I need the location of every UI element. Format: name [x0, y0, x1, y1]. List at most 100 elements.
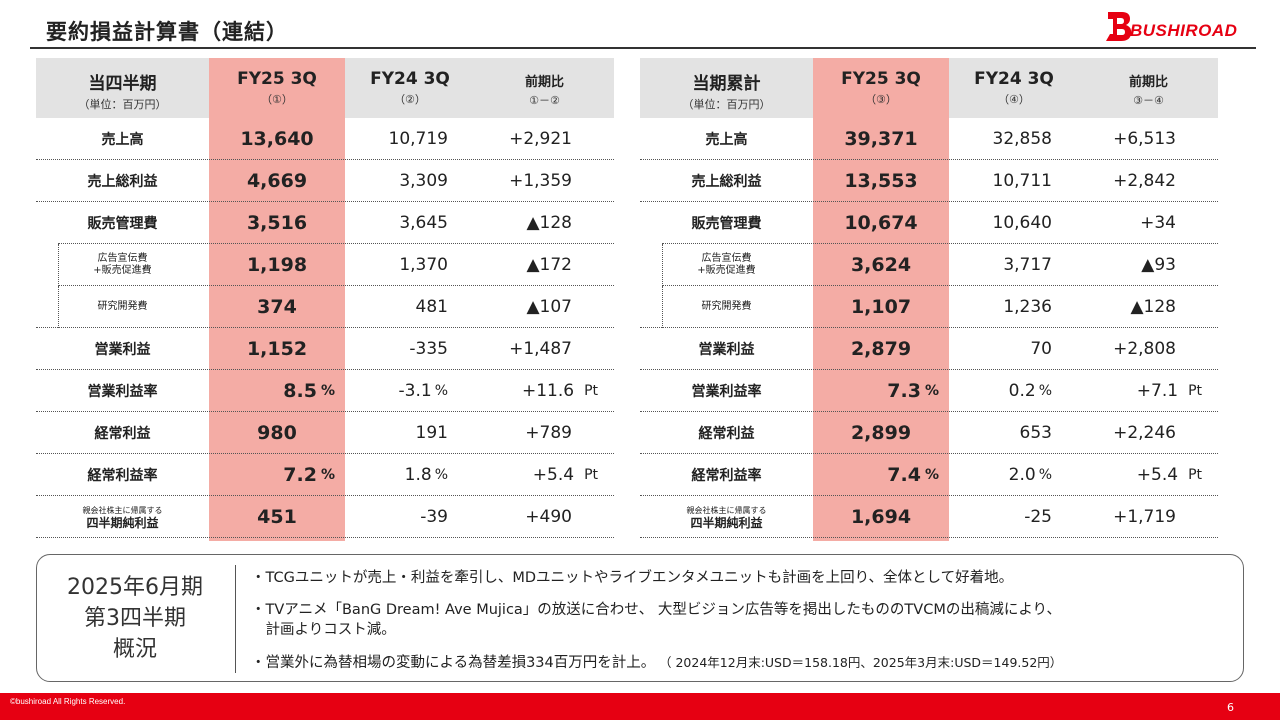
previous-value: 653 — [1019, 423, 1052, 443]
sub-item-border — [58, 244, 59, 286]
sub-item-border — [58, 286, 59, 328]
row-label: 研究開発費 — [97, 301, 148, 312]
header-unit: （単位：百万円） — [78, 98, 167, 111]
row-divider — [36, 327, 614, 328]
diff-value: ▲128 — [526, 213, 572, 233]
table-row: 経常利益 980 191 +789 — [36, 412, 614, 454]
previous-value: 3,717 — [1003, 255, 1052, 275]
header-unit: （単位：百万円） — [682, 98, 771, 111]
table-row: 営業利益率 8.5% -3.1% +11.6 Pt — [36, 370, 614, 412]
row-divider — [640, 201, 1218, 202]
row-label-line: +販売促進費 — [697, 265, 756, 276]
table-row: 営業利益 2,879 70 +2,808 — [640, 328, 1218, 370]
row-label-line: 広告宣伝費 — [701, 253, 752, 264]
current-number: 7.2 — [283, 464, 317, 486]
header-previous-label: FY24 3Q — [974, 69, 1054, 89]
current-value: 7.3% — [813, 370, 949, 412]
row-divider — [640, 537, 1218, 538]
previous-number: 0.2 — [1008, 381, 1036, 401]
diff-value: +2,808 — [1113, 339, 1176, 359]
diff-value: +1,719 — [1113, 507, 1176, 527]
table-row: 広告宣伝費 +販売促進費 1,198 1,370 ▲172 — [36, 244, 614, 286]
diff-value: +2,842 — [1113, 171, 1176, 191]
percent-unit: % — [434, 467, 448, 483]
table-row: 経常利益 2,899 653 +2,246 — [640, 412, 1218, 454]
row-label: 経常利益率 — [87, 468, 158, 484]
current-number: 8.5 — [283, 380, 317, 402]
previous-value: 10,711 — [992, 171, 1052, 191]
summary-title-line: 第3四半期 — [84, 605, 186, 631]
header-label: 当期累計 — [692, 74, 761, 94]
previous-value: 2.0% — [949, 454, 1079, 496]
previous-value: 3,645 — [399, 213, 448, 233]
diff-value: ▲128 — [1130, 297, 1176, 317]
row-label: 経常利益 — [94, 426, 151, 442]
header-current-sub: （①） — [261, 93, 293, 106]
current-value: 1,198 — [246, 254, 308, 276]
row-divider — [36, 159, 614, 160]
page-number: 6 — [1227, 701, 1234, 714]
header-diff: 前期比 ③－④ — [1079, 58, 1218, 118]
current-period-highlight — [813, 58, 949, 541]
row-label-line: +販売促進費 — [93, 265, 152, 276]
current-value: 374 — [257, 296, 297, 318]
summary-title: 2025年6月期 第3四半期 概況 — [37, 555, 233, 681]
diff-value: +490 — [525, 507, 572, 527]
sub-item-border — [662, 244, 663, 286]
diff-value: +34 — [1140, 213, 1176, 233]
percent-unit: % — [320, 467, 335, 483]
header-current: FY25 3Q （①） — [209, 58, 345, 118]
previous-value: 1.8% — [345, 454, 475, 496]
previous-value: -39 — [420, 507, 448, 527]
summary-bullet-line: ・TVアニメ「BanG Dream! Ave Mujica」の放送に合わせ、 大… — [251, 602, 1061, 618]
row-label: 販売管理費 — [691, 216, 762, 232]
quarter-table: 当四半期 （単位：百万円） FY25 3Q （①） FY24 3Q （②） 前期… — [36, 58, 614, 541]
row-label-bottom: 四半期純利益 — [690, 516, 763, 530]
previous-number: 2.0 — [1008, 465, 1036, 485]
previous-number: 1.8 — [404, 465, 432, 485]
row-divider — [58, 243, 614, 244]
header-diff: 前期比 ①－② — [475, 58, 614, 118]
diff-value: +11.6 Pt — [475, 370, 614, 412]
table-row: 営業利益率 7.3% 0.2% +7.1 Pt — [640, 370, 1218, 412]
summary-box: 2025年6月期 第3四半期 概況 ・TCGユニットが売上・利益を牽引し、MDユ… — [36, 554, 1244, 682]
header-current-label: FY25 3Q — [841, 69, 921, 89]
row-label: 売上総利益 — [87, 174, 158, 190]
pt-unit: Pt — [584, 467, 598, 483]
row-label: 売上高 — [101, 132, 144, 148]
row-divider — [640, 369, 1218, 370]
diff-value: +6,513 — [1113, 129, 1176, 149]
page-title: 要約損益計算書（連結） — [46, 20, 288, 44]
previous-value: 1,370 — [399, 255, 448, 275]
current-value: 13,640 — [240, 128, 314, 150]
current-value: 7.4% — [813, 454, 949, 496]
row-label-bottom: 四半期純利益 — [86, 516, 159, 530]
current-value: 3,624 — [850, 254, 912, 276]
previous-value: 32,858 — [992, 129, 1052, 149]
row-label: 研究開発費 — [701, 301, 752, 312]
row-divider — [36, 201, 614, 202]
diff-number: +7.1 — [1136, 381, 1179, 401]
row-divider — [36, 495, 614, 496]
table-row: 親会社株主に帰属する 四半期純利益 1,694 -25 +1,719 — [640, 496, 1218, 538]
row-label: 親会社株主に帰属する 四半期純利益 — [36, 496, 209, 538]
diff-value: ▲93 — [1141, 255, 1176, 275]
current-value: 980 — [257, 422, 297, 444]
previous-value: 481 — [415, 297, 448, 317]
diff-value: +789 — [525, 423, 572, 443]
row-label: 営業利益 — [698, 342, 755, 358]
current-value: 13,553 — [844, 170, 918, 192]
percent-unit: % — [434, 383, 448, 399]
row-label: 営業利益率 — [87, 384, 158, 400]
previous-value: -25 — [1024, 507, 1052, 527]
header-previous-sub: （④） — [998, 93, 1030, 106]
summary-bullet-line: 計画よりコスト減。 — [251, 622, 396, 638]
row-label: 広告宣伝費 +販売促進費 — [640, 244, 813, 286]
row-label: 親会社株主に帰属する 四半期純利益 — [640, 496, 813, 538]
row-label: 売上高 — [705, 132, 748, 148]
pt-unit: Pt — [1188, 467, 1202, 483]
header-label: 当四半期 — [88, 74, 157, 94]
current-value: 7.2% — [209, 454, 345, 496]
current-number: 7.3 — [887, 380, 921, 402]
bushiroad-logo: BUSHIROAD — [1104, 8, 1266, 44]
